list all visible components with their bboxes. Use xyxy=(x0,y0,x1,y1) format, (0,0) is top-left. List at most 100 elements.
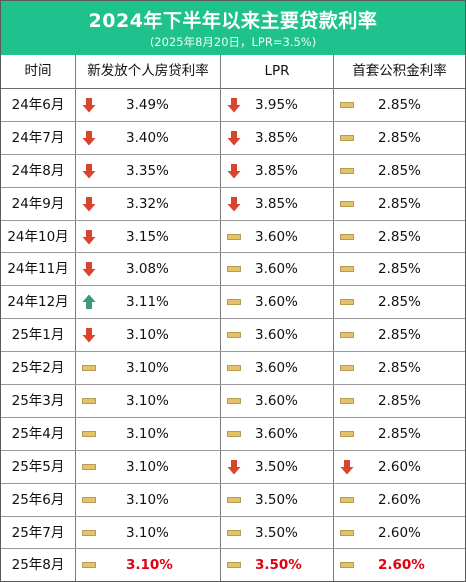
down-arrow-icon xyxy=(227,130,241,146)
table-row: 25年2月 3.10% 3.60% 2.85% xyxy=(1,352,465,386)
fund-rate-cell: 2.85% xyxy=(334,155,465,187)
lpr-rate-cell: 3.85% xyxy=(221,122,333,154)
mortgage-rate-cell: 3.10% xyxy=(76,484,220,516)
fund-rate-cell: 2.85% xyxy=(334,221,465,253)
mortgage-rate-value: 3.10% xyxy=(126,327,169,344)
fund-rate-value: 2.60% xyxy=(378,557,425,574)
down-arrow-icon xyxy=(227,459,241,475)
fund-rate-value: 2.85% xyxy=(378,261,421,278)
lpr-rate-value: 3.85% xyxy=(255,129,298,146)
month-cell: 25年7月 xyxy=(11,524,65,541)
down-arrow-icon xyxy=(82,196,96,212)
month-cell: 25年5月 xyxy=(11,458,65,475)
column-divider xyxy=(75,55,76,581)
flat-dash-icon xyxy=(340,365,354,372)
lpr-rate-cell: 3.60% xyxy=(221,418,333,450)
mortgage-rate-cell: 3.10% xyxy=(76,418,220,450)
column-header-row: 时间 新发放个人房贷利率 LPR 首套公积金利率 xyxy=(1,55,465,89)
flat-dash-icon xyxy=(82,365,96,372)
fund-rate-cell: 2.60% xyxy=(334,549,465,581)
fund-rate-value: 2.85% xyxy=(378,97,421,113)
lpr-rate-cell: 3.85% xyxy=(221,188,333,220)
fund-rate-value: 2.85% xyxy=(378,425,421,442)
fund-rate-value: 2.85% xyxy=(378,294,421,311)
month-cell: 24年10月 xyxy=(7,228,69,245)
flat-dash-icon xyxy=(227,431,241,437)
fund-rate-value: 2.85% xyxy=(378,393,421,410)
flat-dash-icon xyxy=(227,562,241,569)
mortgage-rate-value: 3.10% xyxy=(126,557,173,574)
flat-dash-icon xyxy=(82,398,96,404)
mortgage-rate-cell: 3.10% xyxy=(76,517,220,549)
flat-dash-icon xyxy=(340,299,354,306)
lpr-rate-cell: 3.60% xyxy=(221,286,333,318)
flat-dash-icon xyxy=(227,365,241,372)
fund-rate-value: 2.60% xyxy=(378,524,421,541)
fund-rate-value: 2.85% xyxy=(378,129,421,146)
flat-dash-icon xyxy=(227,496,241,503)
lpr-rate-cell: 3.50% xyxy=(221,517,333,549)
flat-dash-icon xyxy=(82,562,96,569)
mortgage-rate-value: 3.10% xyxy=(126,491,169,508)
table-row: 24年12月 3.11% 3.60% 2.85% xyxy=(1,286,465,320)
down-arrow-icon xyxy=(227,98,241,113)
lpr-rate-value: 3.60% xyxy=(255,294,298,311)
mortgage-rate-value: 3.35% xyxy=(126,162,169,179)
mortgage-rate-value: 3.08% xyxy=(126,261,169,278)
fund-rate-cell: 2.60% xyxy=(334,451,465,483)
table-row: 24年8月 3.35% 3.85% 2.85% xyxy=(1,155,465,188)
flat-dash-icon xyxy=(82,431,96,437)
lpr-rate-value: 3.60% xyxy=(255,261,298,278)
mortgage-rate-value: 3.11% xyxy=(126,294,169,311)
month-cell: 24年8月 xyxy=(11,162,65,179)
table-row: 25年5月 3.10% 3.50% 2.60% xyxy=(1,451,465,484)
mortgage-rate-value: 3.10% xyxy=(126,425,169,442)
lpr-rate-cell: 3.60% xyxy=(221,221,333,253)
mortgage-rate-cell: 3.15% xyxy=(76,221,220,253)
lpr-rate-cell: 3.60% xyxy=(221,385,333,417)
down-arrow-icon xyxy=(82,130,96,146)
column-divider xyxy=(220,55,221,581)
table-row: 25年4月 3.10% 3.60% 2.85% xyxy=(1,418,465,451)
table-row: 24年9月 3.32% 3.85% 2.85% xyxy=(1,188,465,221)
table-header-banner: 2024年下半年以来主要贷款利率 (2025年8月20日，LPR=3.5%) xyxy=(1,1,465,55)
lpr-rate-value: 3.60% xyxy=(255,425,298,442)
mortgage-rate-value: 3.49% xyxy=(126,97,169,113)
fund-rate-cell: 2.85% xyxy=(334,319,465,351)
table-row: 24年10月 3.15% 3.60% 2.85% xyxy=(1,221,465,254)
fund-rate-cell: 2.85% xyxy=(334,253,465,285)
mortgage-rate-cell: 3.10% xyxy=(76,451,220,483)
lpr-rate-value: 3.85% xyxy=(255,195,298,212)
table-row: 25年1月 3.10% 3.60% 2.85% xyxy=(1,319,465,353)
mortgage-rate-value: 3.10% xyxy=(126,360,169,377)
flat-dash-icon xyxy=(340,562,354,569)
fund-rate-cell: 2.60% xyxy=(334,517,465,549)
mortgage-rate-value: 3.10% xyxy=(126,524,169,541)
fund-rate-cell: 2.85% xyxy=(334,352,465,384)
column-header-time: 时间 xyxy=(24,63,52,79)
month-cell: 25年3月 xyxy=(11,393,65,410)
table-row: 25年3月 3.10% 3.60% 2.85% xyxy=(1,385,465,418)
mortgage-rate-cell: 3.10% xyxy=(76,319,220,351)
down-arrow-icon xyxy=(82,229,96,245)
table-row: 25年8月 3.10% 3.50% 2.60% xyxy=(1,549,465,582)
table-row: 24年7月 3.40% 3.85% 2.85% xyxy=(1,122,465,155)
flat-dash-icon xyxy=(340,233,354,240)
lpr-rate-cell: 3.50% xyxy=(221,484,333,516)
flat-dash-icon xyxy=(227,398,241,404)
lpr-rate-value: 3.50% xyxy=(255,491,298,508)
lpr-rate-cell: 3.50% xyxy=(221,451,333,483)
lpr-rate-value: 3.60% xyxy=(255,327,298,344)
flat-dash-icon xyxy=(82,463,96,470)
column-header-housing-fund-rate: 首套公积金利率 xyxy=(352,63,447,79)
fund-rate-value: 2.85% xyxy=(378,195,421,212)
month-cell: 24年9月 xyxy=(11,195,65,212)
flat-dash-icon xyxy=(340,529,354,536)
mortgage-rate-cell: 3.35% xyxy=(76,155,220,187)
flat-dash-icon xyxy=(227,233,241,240)
table-subtitle: (2025年8月20日，LPR=3.5%) xyxy=(149,35,317,49)
mortgage-rate-value: 3.32% xyxy=(126,195,169,212)
mortgage-rate-cell: 3.10% xyxy=(76,549,220,581)
mortgage-rate-cell: 3.10% xyxy=(76,385,220,417)
